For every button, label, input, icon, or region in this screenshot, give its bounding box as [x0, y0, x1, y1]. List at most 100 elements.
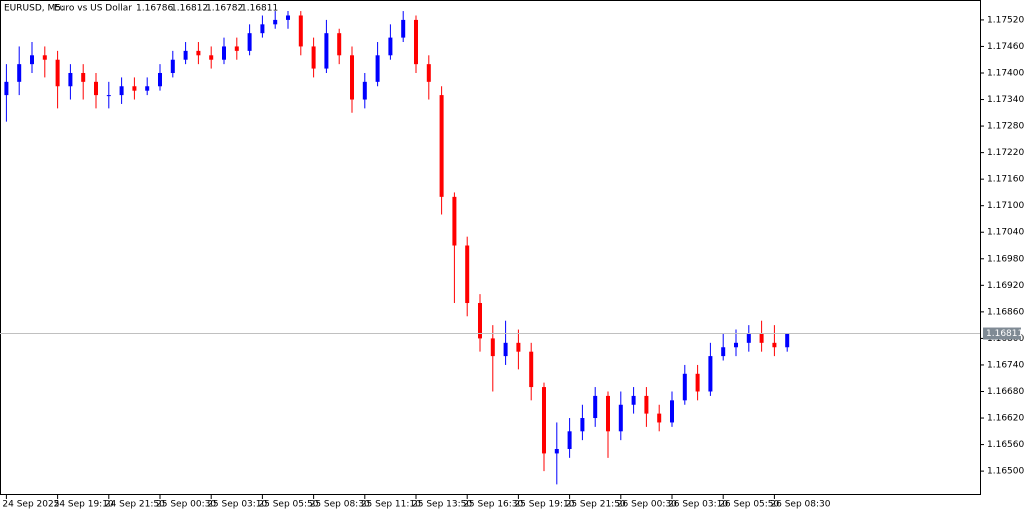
candle-body: [606, 395, 610, 432]
candle-body: [439, 95, 444, 197]
y-tick-label: 1.17100: [987, 201, 1024, 211]
candle-body: [516, 342, 521, 352]
candle-body: [81, 72, 86, 82]
candle-body: [721, 347, 726, 357]
y-tick-label: 1.17460: [987, 42, 1024, 52]
candle-body: [644, 395, 649, 414]
candle-body: [503, 342, 508, 357]
y-tick-label: 1.16980: [987, 254, 1024, 264]
candle-body: [4, 81, 9, 96]
candle-body: [132, 86, 137, 91]
y-tick-label: 1.17340: [987, 95, 1024, 105]
y-tick-label: 1.17160: [987, 175, 1024, 185]
x-tick-label: 25 Sep 03:10: [207, 500, 267, 510]
price-label: 1.16811: [986, 329, 1023, 339]
y-tick-label: 1.17400: [987, 68, 1024, 78]
candle-body: [772, 342, 777, 348]
candle-body: [234, 46, 239, 51]
candle-body: [362, 81, 367, 100]
x-tick-label: 24 Sep 19:10: [54, 500, 114, 510]
candle-body: [183, 50, 188, 60]
candle-body: [311, 46, 316, 69]
candle-body: [286, 15, 290, 20]
candle-body: [657, 413, 662, 423]
description: Euro vs US Dollar: [54, 4, 132, 14]
y-tick-label: 1.17520: [987, 15, 1024, 25]
candle-body: [785, 333, 790, 348]
price-label-box: [983, 327, 1021, 340]
ohlc-open: 1.16786: [136, 4, 173, 14]
y-tick-label: 1.16620: [987, 414, 1024, 424]
candle-body: [542, 387, 546, 454]
candle-body: [631, 395, 636, 405]
candle-body: [247, 33, 252, 51]
candle-body: [324, 33, 329, 69]
x-tick-label: 25 Sep 11:10: [361, 500, 421, 510]
candle-body: [17, 64, 22, 82]
candle-body: [567, 431, 572, 449]
candle-body: [734, 342, 738, 348]
x-tick-label: 25 Sep 21:50: [566, 500, 626, 510]
y-tick-label: 1.16860: [987, 307, 1024, 317]
candle-body: [388, 37, 393, 56]
x-tick-label: 25 Sep 19:10: [514, 500, 574, 510]
candle-body: [478, 303, 482, 339]
candle-body: [465, 245, 470, 304]
candle-body: [452, 196, 457, 246]
x-tick-label: 26 Sep 00:30: [617, 500, 677, 510]
candle-body: [30, 55, 34, 65]
x-tick-label: 24 Sep 2025: [2, 500, 59, 510]
candle-body: [375, 55, 380, 82]
candle-body: [401, 19, 406, 38]
ohlc-high: 1.16812: [171, 4, 208, 14]
candle-body: [618, 404, 623, 432]
ohlc-close: 1.16811: [241, 4, 278, 14]
y-tick-label: 1.17280: [987, 122, 1024, 132]
x-tick-label: 24 Sep 21:50: [105, 500, 165, 510]
y-tick-label: 1.17220: [987, 148, 1024, 158]
candle-body: [746, 333, 751, 343]
y-tick-label: 1.16740: [987, 360, 1024, 370]
candle-body: [708, 356, 713, 392]
candle-body: [68, 72, 73, 87]
candle-body: [490, 338, 495, 357]
symbol: EURUSD, M5:: [4, 4, 64, 14]
x-tick-label: 25 Sep 05:50: [258, 500, 318, 510]
x-tick-label: 25 Sep 16:30: [463, 500, 523, 510]
y-tick-label: 1.16560: [987, 440, 1024, 450]
y-tick-label: 1.16680: [987, 387, 1024, 397]
y-tick-label: 1.16500: [987, 467, 1024, 477]
candle-body: [158, 72, 162, 87]
candle-body: [106, 95, 111, 97]
y-tick-label: 1.16920: [987, 281, 1024, 291]
ohlc-low: 1.16782: [206, 4, 243, 14]
candle-body: [337, 33, 342, 56]
plot-frame: [0, 0, 981, 495]
x-tick-label: 26 Sep 08:30: [770, 500, 830, 510]
candle-body: [529, 351, 534, 388]
candle-body: [145, 86, 150, 91]
candle-body: [260, 24, 265, 34]
candle-body: [273, 19, 278, 25]
candle-body: [593, 395, 598, 419]
candle-body: [695, 373, 700, 392]
candle-body: [94, 81, 98, 96]
candle-body: [670, 400, 674, 423]
x-tick-label: 25 Sep 13:50: [412, 500, 472, 510]
candle-body: [209, 55, 214, 60]
y-tick-label: 1.17040: [987, 228, 1024, 238]
candle-body: [554, 448, 559, 454]
candle-body: [580, 418, 585, 432]
candle-body: [170, 59, 175, 73]
x-tick-label: 26 Sep 03:10: [668, 500, 728, 510]
candle-body: [42, 55, 47, 60]
x-tick-label: 25 Sep 08:30: [310, 500, 370, 510]
candle-body: [682, 373, 687, 401]
candle-body: [426, 64, 431, 82]
x-tick-label: 26 Sep 05:50: [719, 500, 779, 510]
candle-body: [119, 86, 124, 96]
candle-body: [414, 19, 418, 65]
candle-body: [350, 55, 354, 100]
candle-body: [222, 46, 226, 60]
